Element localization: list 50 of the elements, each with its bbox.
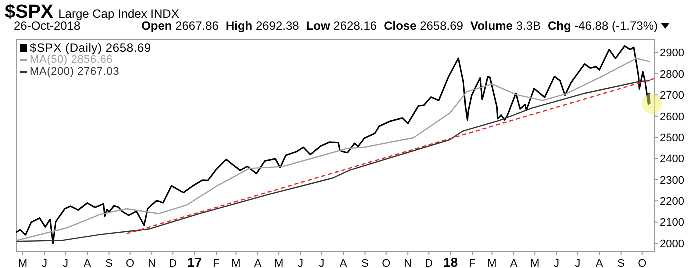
x-tick-label: S [362,258,369,268]
x-tick-label: D [169,258,178,268]
x-tick-label: 17 [188,255,202,268]
x-tick-label: J [575,258,581,268]
legend-label: MA(50) 2856.66 [29,54,114,66]
y-tick-label: 2800 [660,68,684,81]
y-tick-label: 2400 [660,154,684,166]
text: Close 2658.69 [384,19,464,33]
x-tick-label: D [425,258,434,268]
chart-subtitle: Large Cap Index INDX [58,7,180,21]
y-tick-label: 2100 [660,217,684,230]
y-tick-label: 2200 [660,196,684,208]
x-tick-label: S [618,258,626,268]
y-tick-label: 2000 [660,238,684,250]
x-tick-label: N [404,258,412,268]
text: High 2692.38 [226,19,300,33]
y-tick-label: 2700 [660,90,684,102]
text: Volume 3.3B [470,19,541,33]
x-tick-label: A [254,258,262,268]
x-tick-label: J [298,258,304,268]
x-tick-label: A [596,258,604,268]
x-tick-label: A [340,258,348,268]
x-tick-label: M [232,258,241,268]
x-tick-label: A [510,258,518,268]
x-tick-label: J [42,258,48,268]
x-tick-label: F [469,258,476,268]
x-tick-label: A [84,258,92,268]
x-tick-label: F [213,258,220,268]
y-tick-label: 2300 [660,174,684,187]
x-tick-label: M [488,258,497,268]
x-tick-label: O [382,258,392,268]
x-tick-label: M [18,258,28,268]
x-tick-label: J [319,258,325,268]
y-tick-label: 2900 [660,48,684,60]
x-tick-label: M [274,258,284,268]
y-tick-label: 2500 [660,132,684,144]
x-tick-label: S [106,258,113,268]
x-tick-label: N [148,258,156,268]
text: Low 2628.16 [306,19,378,33]
legend-label: MA(200) 2767.03 [29,66,120,78]
text: Open 2667.86 [142,19,219,33]
x-tick-label: J [63,258,69,268]
legend-label: $SPX (Daily) 2658.69 [29,41,152,55]
x-tick-label: O [638,258,648,268]
x-tick-label: 18 [444,255,458,268]
x-tick-label: J [554,258,560,268]
x-tick-label: M [530,258,540,268]
y-tick-label: 2600 [660,111,684,124]
x-tick-label: O [126,258,136,268]
text: Chg -46.88 (-1.73%) [548,19,658,33]
